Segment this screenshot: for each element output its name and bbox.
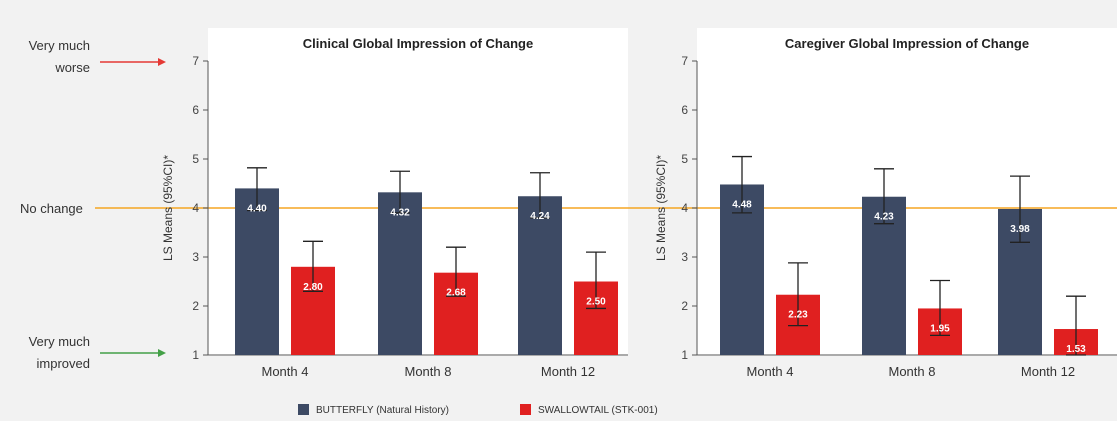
caregiver-bar-value-label-swallowtail: 1.53 — [1066, 344, 1086, 355]
legend-label-swallowtail: SWALLOWTAIL (STK-001) — [538, 405, 658, 416]
cgic-bar-butterfly — [235, 188, 279, 355]
caregiver-bar-value-label-butterfly: 3.98 — [1010, 224, 1030, 235]
cgic-bar-value-label-butterfly: 4.24 — [530, 211, 550, 222]
caregiver-y-tick-label: 1 — [681, 348, 688, 362]
legend-swatch-swallowtail — [520, 404, 531, 415]
very-much-improved-label-line2: improved — [37, 356, 90, 371]
cgic-y-tick-label: 3 — [192, 250, 199, 264]
caregiver-y-tick-label: 2 — [681, 299, 688, 313]
very-much-improved-label-line1: Very much — [29, 334, 90, 349]
cgic-chart: Clinical Global Impression of Change 1 2 3 4… — [161, 36, 628, 379]
cgic-y-tick-label: 5 — [192, 152, 199, 166]
cgic-bar-butterfly — [518, 196, 562, 355]
cgic-bar-value-label-swallowtail: 2.80 — [303, 282, 323, 293]
caregiver-chart-title: Caregiver Global Impression of Change — [785, 36, 1029, 51]
cgic-y-tick-label: 2 — [192, 299, 199, 313]
caregiver-y-tick-label: 6 — [681, 103, 688, 117]
legend: BUTTERFLY (Natural History) SWALLOWTAIL … — [298, 404, 658, 416]
panel-background-caregiver — [697, 28, 1117, 356]
caregiver-category-label: Month 8 — [889, 364, 936, 379]
caregiver-category-label: Month 4 — [747, 364, 794, 379]
cgic-y-tick-label: 7 — [192, 54, 199, 68]
very-much-worse-label-line1: Very much — [29, 38, 90, 53]
cgic-bar-value-label-butterfly: 4.40 — [247, 203, 267, 214]
cgic-chart-title: Clinical Global Impression of Change — [303, 36, 533, 51]
cgic-bar-value-label-swallowtail: 2.50 — [586, 297, 606, 308]
cgic-category-label: Month 4 — [262, 364, 309, 379]
cgic-bar-value-label-swallowtail: 2.68 — [446, 288, 466, 299]
cgic-category-label: Month 12 — [541, 364, 595, 379]
caregiver-category-label: Month 12 — [1021, 364, 1075, 379]
cgic-y-axis-label: LS Means (95%CI)* — [161, 155, 175, 261]
caregiver-y-tick-label: 7 — [681, 54, 688, 68]
caregiver-bar-value-label-butterfly: 4.48 — [732, 199, 752, 210]
cgic-y-tick-label: 1 — [192, 348, 199, 362]
cgic-y-tick-label: 6 — [192, 103, 199, 117]
caregiver-bar-value-label-swallowtail: 1.95 — [930, 323, 950, 334]
very-much-worse-label-line2: worse — [54, 60, 90, 75]
cgic-bar-butterfly — [378, 192, 422, 355]
cgic-bar-value-label-butterfly: 4.32 — [390, 207, 410, 218]
worse-arrow-icon — [100, 58, 166, 66]
caregiver-bar-value-label-butterfly: 4.23 — [874, 212, 894, 223]
caregiver-y-axis-label: LS Means (95%CI)* — [654, 155, 668, 261]
improved-arrow-icon — [100, 349, 166, 357]
caregiver-y-tick-label: 3 — [681, 250, 688, 264]
legend-swatch-butterfly — [298, 404, 309, 415]
cgic-category-label: Month 8 — [405, 364, 452, 379]
caregiver-bar-value-label-swallowtail: 2.23 — [788, 310, 808, 321]
cgic-y-tick-label: 4 — [192, 201, 199, 215]
caregiver-y-tick-label: 5 — [681, 152, 688, 166]
no-change-label: No change — [20, 201, 83, 216]
caregiver-y-tick-label: 4 — [681, 201, 688, 215]
legend-label-butterfly: BUTTERFLY (Natural History) — [316, 405, 449, 416]
caregiver-chart: Caregiver Global Impression of Change 1 2 3… — [654, 36, 1117, 379]
